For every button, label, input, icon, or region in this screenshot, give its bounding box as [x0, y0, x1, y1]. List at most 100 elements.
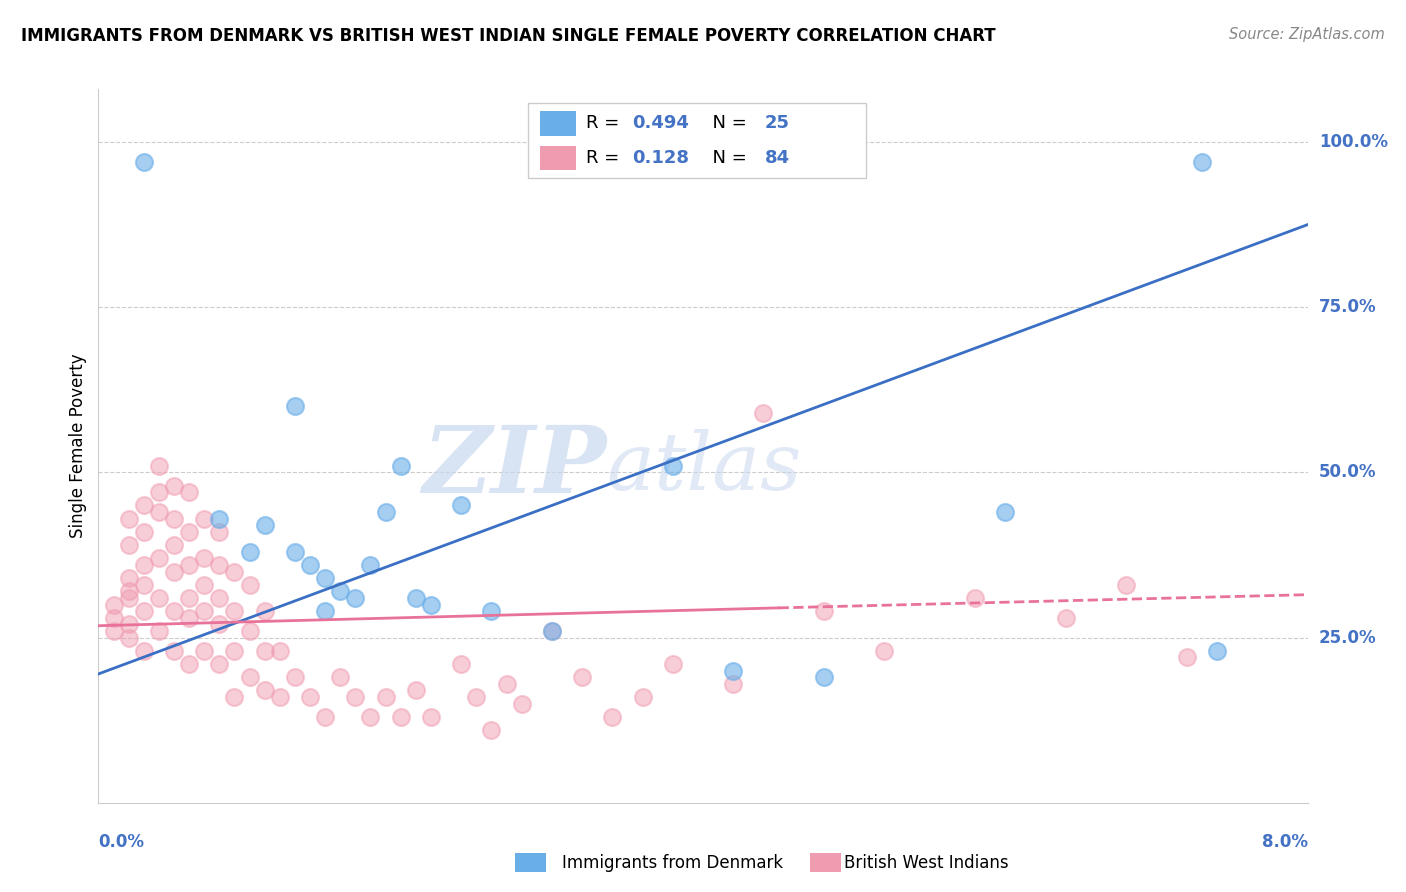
Point — [661, 458, 683, 473]
Text: British West Indians: British West Indians — [844, 854, 1008, 871]
Text: ZIP: ZIP — [422, 423, 606, 512]
Point — [253, 518, 276, 533]
Point — [132, 499, 155, 513]
Point — [389, 458, 412, 473]
Point — [103, 611, 125, 625]
Point — [1054, 611, 1077, 625]
Point — [723, 677, 745, 691]
Point — [344, 591, 367, 605]
Point — [148, 505, 170, 519]
Point — [510, 697, 533, 711]
Point — [132, 604, 155, 618]
Point — [239, 624, 262, 638]
Point — [132, 644, 155, 658]
Text: N =: N = — [700, 149, 752, 167]
Point — [118, 538, 141, 552]
Bar — [540, 145, 576, 169]
Point — [661, 657, 683, 671]
Point — [540, 624, 562, 638]
Text: 75.0%: 75.0% — [1319, 298, 1376, 317]
Point — [179, 591, 201, 605]
Point — [103, 624, 125, 638]
Text: 25: 25 — [765, 114, 790, 132]
Bar — [540, 112, 576, 136]
Point — [269, 690, 291, 704]
Point — [179, 558, 201, 572]
Point — [1175, 650, 1198, 665]
Point — [163, 565, 186, 579]
Point — [118, 584, 141, 599]
Point — [132, 524, 155, 539]
Point — [208, 591, 231, 605]
Point — [299, 558, 322, 572]
Point — [1115, 578, 1137, 592]
Text: 50.0%: 50.0% — [1319, 464, 1376, 482]
Point — [239, 670, 262, 684]
Point — [253, 644, 276, 658]
Point — [179, 657, 201, 671]
Point — [540, 624, 562, 638]
Point — [208, 558, 231, 572]
Point — [163, 511, 186, 525]
Text: atlas: atlas — [606, 429, 801, 506]
Point — [118, 571, 141, 585]
Point — [239, 545, 262, 559]
Point — [148, 485, 170, 500]
Point — [329, 584, 352, 599]
Point — [1191, 154, 1213, 169]
Point — [193, 551, 215, 566]
Point — [284, 545, 307, 559]
Point — [314, 571, 336, 585]
Point — [148, 551, 170, 566]
Point — [179, 524, 201, 539]
Point — [253, 604, 276, 618]
Bar — [810, 853, 841, 872]
Point — [450, 499, 472, 513]
Point — [193, 511, 215, 525]
Text: Immigrants from Denmark: Immigrants from Denmark — [562, 854, 783, 871]
Point — [224, 690, 246, 704]
Point — [163, 644, 186, 658]
Point — [132, 154, 155, 169]
Point — [723, 664, 745, 678]
Point — [193, 604, 215, 618]
Point — [208, 524, 231, 539]
Point — [118, 511, 141, 525]
Point — [179, 485, 201, 500]
Point — [374, 690, 396, 704]
Point — [284, 400, 307, 414]
Point — [208, 617, 231, 632]
Point — [389, 710, 412, 724]
Point — [284, 670, 307, 684]
Point — [193, 644, 215, 658]
Point — [148, 591, 170, 605]
Point — [631, 690, 654, 704]
Point — [450, 657, 472, 671]
Text: N =: N = — [700, 114, 752, 132]
Point — [224, 604, 246, 618]
Point — [419, 598, 441, 612]
Point — [752, 406, 775, 420]
Bar — [515, 853, 546, 872]
Text: IMMIGRANTS FROM DENMARK VS BRITISH WEST INDIAN SINGLE FEMALE POVERTY CORRELATION: IMMIGRANTS FROM DENMARK VS BRITISH WEST … — [21, 27, 995, 45]
FancyBboxPatch shape — [527, 103, 866, 178]
Point — [208, 511, 231, 525]
Text: 100.0%: 100.0% — [1319, 133, 1388, 151]
Point — [405, 683, 427, 698]
Point — [344, 690, 367, 704]
Point — [269, 644, 291, 658]
Text: 25.0%: 25.0% — [1319, 629, 1376, 647]
Text: 84: 84 — [765, 149, 790, 167]
Point — [208, 657, 231, 671]
Point — [419, 710, 441, 724]
Point — [965, 591, 987, 605]
Point — [253, 683, 276, 698]
Point — [813, 670, 835, 684]
Point — [132, 578, 155, 592]
Point — [299, 690, 322, 704]
Point — [495, 677, 517, 691]
Text: 0.0%: 0.0% — [98, 833, 145, 851]
Point — [224, 644, 246, 658]
Point — [118, 591, 141, 605]
Point — [239, 578, 262, 592]
